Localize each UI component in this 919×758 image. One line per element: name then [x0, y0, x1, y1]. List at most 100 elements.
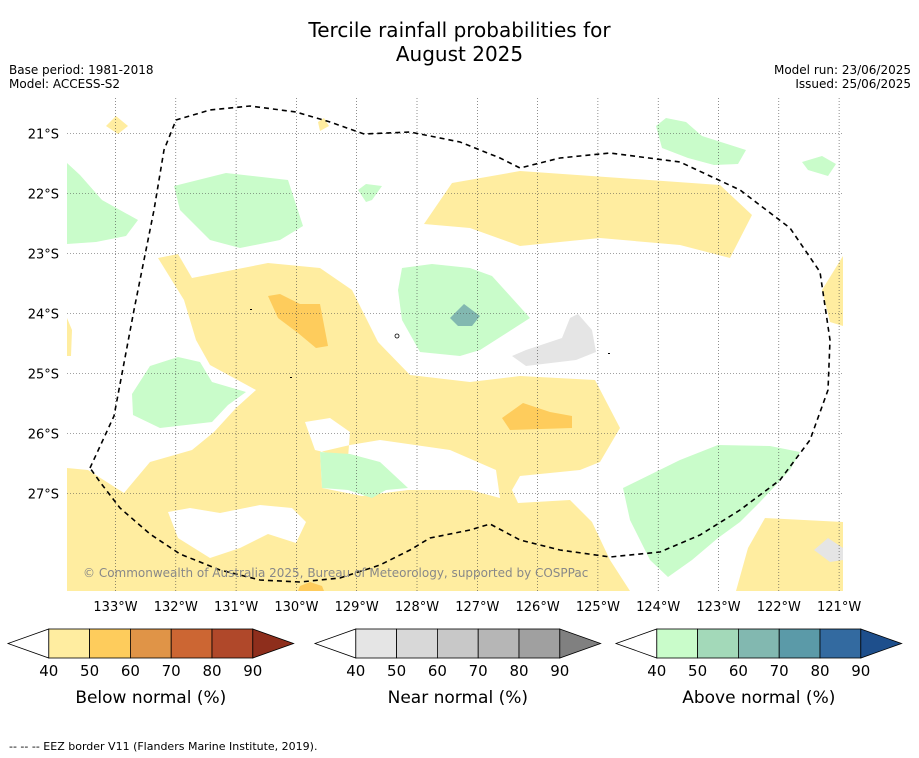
colorbar-tick-label: 50	[387, 662, 406, 680]
above-area-south-central	[320, 452, 408, 498]
colorbar-segment	[819, 628, 862, 659]
longitude-label: 122°W	[757, 600, 801, 615]
colorbar-tick-label: 50	[688, 662, 707, 680]
base-period: Base period: 1981-2018	[9, 63, 154, 77]
longitude-label: 131°W	[214, 600, 258, 615]
above-area-southeast	[623, 445, 800, 577]
title-line-1: Tercile rainfall probabilities for	[308, 18, 611, 42]
above-area-northwest	[174, 173, 303, 248]
colorbar-segment	[48, 628, 90, 659]
probability-field	[67, 116, 843, 591]
below-area-east-edge	[822, 256, 843, 326]
colorbar-segment	[778, 628, 821, 659]
feature-dot-3	[608, 353, 610, 354]
colorbar-low-extend	[6, 628, 50, 659]
colorbar-segment	[211, 628, 254, 659]
small-features	[250, 309, 610, 378]
latitude-label: 25°S	[28, 368, 59, 383]
below-50-area-1	[268, 294, 328, 348]
colorbar-low-extend	[614, 628, 658, 659]
colorbar-segment	[89, 628, 131, 659]
colorbar-title: Near normal (%)	[388, 688, 528, 708]
longitude-label: 133°W	[93, 600, 137, 615]
longitude-labels: 133°W 132°W 131°W 130°W 129°W 128°W 127°W 126°W…	[93, 600, 861, 615]
eez-border	[89, 105, 831, 583]
below-area-north-dot	[318, 118, 329, 131]
latitude-label: 21°S	[28, 128, 59, 143]
colorbars: 40 50 60 70 80 90 Below normal (%) 40 50 60 70 80 90…	[6, 628, 903, 708]
colorbar-segment	[518, 628, 561, 659]
colorbar-high-extend	[252, 628, 295, 659]
meta-left: Base period: 1981-2018 Model: ACCESS-S2	[9, 63, 154, 91]
longitude-label: 132°W	[154, 600, 198, 615]
latitude-label: 22°S	[28, 188, 59, 203]
colorbar-tick-label: 80	[509, 662, 528, 680]
near-area-1	[512, 314, 596, 366]
colorbar-high-extend	[559, 628, 602, 659]
meta-right: Model run: 23/06/2025 Issued: 25/06/2025	[774, 63, 911, 91]
colorbar-segment	[170, 628, 213, 659]
colorbar-low-extend	[313, 628, 357, 659]
colorbar-segment	[697, 628, 739, 659]
colorbar-tick-label: 60	[121, 662, 140, 680]
above-normal-areas	[67, 118, 836, 577]
longitude-label: 121°W	[817, 600, 861, 615]
below-area-north-small	[106, 116, 128, 134]
colorbar-tick-label: 60	[428, 662, 447, 680]
colorbar-tick-label: 60	[729, 662, 748, 680]
latitude-labels: 21°S 22°S 23°S 24°S 25°S 26°S 27°S	[28, 128, 59, 503]
model-name: Model: ACCESS-S2	[9, 77, 121, 91]
colorbar-high-extend	[860, 628, 903, 659]
longitude-label: 126°W	[516, 600, 560, 615]
copyright-text: © Commonwealth of Australia 2025, Bureau…	[83, 566, 588, 580]
colorbar-tick-label: 90	[243, 662, 262, 680]
colorbar-segment	[129, 628, 172, 659]
above-area-far-northeast	[802, 156, 836, 176]
feature-circle	[394, 333, 400, 339]
map-title: Tercile rainfall probabilities for Augus…	[0, 18, 919, 66]
below-area-central-band	[67, 254, 630, 591]
model-run: Model run: 23/06/2025	[773, 63, 911, 77]
below-area-northeast-band	[424, 171, 752, 258]
colorbar-tick-label: 40	[346, 662, 365, 680]
below-50-area-3	[298, 582, 324, 591]
title-line-2: August 2025	[395, 42, 524, 66]
latitude-label: 24°S	[28, 308, 59, 323]
meridians	[115, 98, 840, 591]
colorbar-segment	[396, 628, 438, 659]
colorbar-1: 40 50 60 70 80 90 Below normal (%)	[6, 628, 295, 708]
below-normal-higher-areas	[268, 294, 572, 591]
colorbar-segment	[477, 628, 520, 659]
graticule	[67, 98, 843, 591]
colorbar-segment	[738, 628, 780, 659]
longitude-label: 129°W	[335, 600, 379, 615]
longitude-label: 128°W	[395, 600, 439, 615]
colorbar-tick-label: 80	[202, 662, 221, 680]
longitude-label: 130°W	[274, 600, 318, 615]
colorbar-tick-label: 70	[770, 662, 789, 680]
above-area-north-small	[358, 184, 382, 202]
latitude-label: 23°S	[28, 248, 59, 263]
colorbar-3: 40 50 60 70 80 90 Above normal (%)	[614, 628, 903, 708]
above-area-southwest	[132, 357, 246, 428]
eez-footnote: -- -- -- EEZ border V11 (Flanders Marine…	[9, 740, 318, 753]
colorbar-segment	[436, 628, 479, 659]
colorbar-tick-label: 90	[851, 662, 870, 680]
below-area-southeast	[736, 518, 843, 591]
below-50-area-2	[502, 403, 572, 430]
colorbar-segment	[656, 628, 698, 659]
longitude-label: 127°W	[455, 600, 499, 615]
colorbar-tick-label: 40	[39, 662, 58, 680]
colorbar-tick-label: 70	[162, 662, 181, 680]
longitude-label: 123°W	[696, 600, 740, 615]
latitude-label: 27°S	[28, 488, 59, 503]
colorbar-tick-label: 50	[80, 662, 99, 680]
feature-dot-1	[250, 309, 252, 310]
above-area-west	[67, 163, 138, 244]
above-50-area	[450, 304, 480, 326]
near-normal-areas	[512, 314, 843, 562]
near-area-2	[814, 538, 843, 562]
longitude-label: 125°W	[576, 600, 620, 615]
colorbar-title: Below normal (%)	[75, 688, 226, 708]
